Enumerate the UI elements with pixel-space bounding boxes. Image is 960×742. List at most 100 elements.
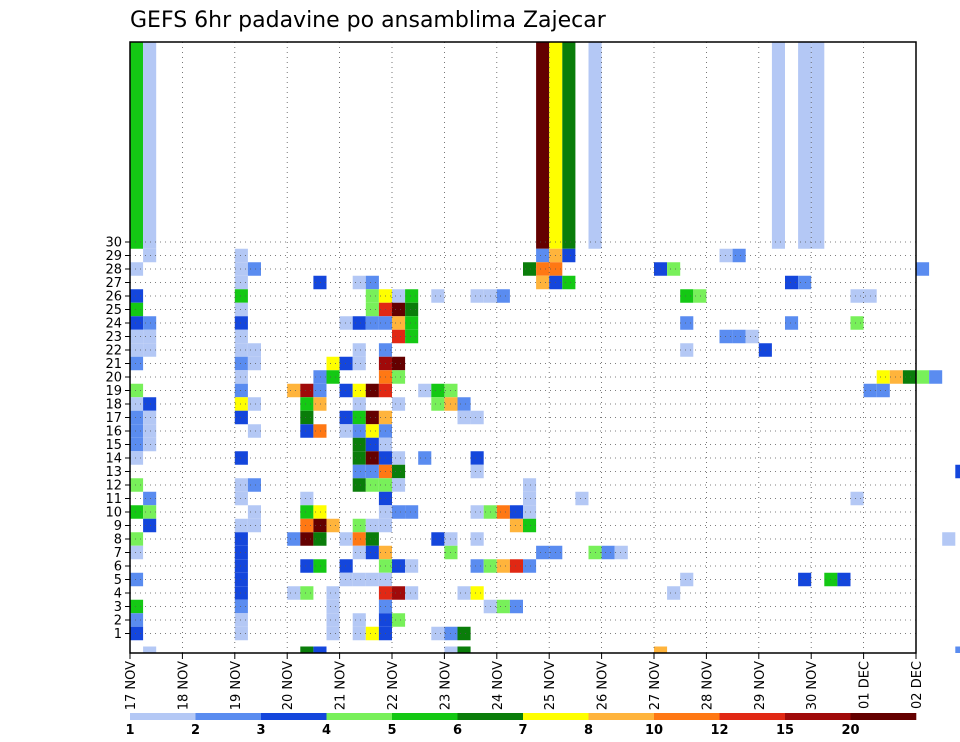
heatmap-cell [365,410,379,425]
heatmap-cell [444,646,458,653]
heatmap-cell [234,626,248,641]
y-tick-label: 14 [105,452,122,467]
heatmap-cell [418,451,432,465]
heatmap-cell [365,545,379,560]
heatmap-cell [392,397,406,411]
heatmap-cell [365,316,379,330]
heatmap-cell [365,289,379,303]
heatmap-cell [392,316,406,330]
heatmap-cell [130,289,144,303]
heatmap-cell [365,437,379,452]
heatmap-cell [234,559,248,573]
heatmap-cell [247,343,261,357]
heatmap-cell [326,613,340,627]
heatmap-cell [575,491,589,506]
x-tick-label: 25 NOV [543,661,558,710]
heatmap-cell [536,42,550,249]
heatmap-cell [234,586,248,600]
heatmap-cell [392,464,406,479]
heatmap-cell [392,478,406,492]
x-tick-label: 29 NOV [753,661,768,710]
heatmap-cell [470,451,484,465]
heatmap-cell [392,370,406,384]
colorbar-swatch [523,713,589,720]
heatmap-cell [457,397,471,411]
heatmap-cell [352,397,366,411]
heatmap-cell [405,559,419,573]
heatmap-cell [234,289,248,303]
heatmap-cell [143,424,157,438]
heatmap-cell [326,518,340,533]
colorbar-label: 7 [518,723,527,738]
colorbar-label: 2 [191,723,200,738]
heatmap-cell [523,559,537,573]
heatmap-cell [313,518,327,533]
heatmap-cell [300,505,314,519]
x-tick-label: 17 NOV [124,661,139,710]
colorbar-swatch [654,713,720,720]
y-tick-label: 8 [114,533,122,548]
colorbar-swatch [392,713,458,720]
heatmap-cell [680,289,694,303]
heatmap-cell [496,505,510,519]
y-tick-label: 29 [105,249,122,264]
heatmap-cell [234,532,248,546]
heatmap-cell [313,275,327,290]
heatmap-cell [339,316,353,330]
heatmap-cell [130,356,144,371]
heatmap-cell [955,464,960,479]
heatmap-cell [405,505,419,519]
heatmap-cell [392,559,406,573]
x-tick-label: 21 NOV [334,661,349,710]
y-tick-label: 2 [114,614,122,629]
heatmap-cell [876,383,890,398]
x-tick-label: 26 NOV [596,661,611,710]
heatmap-cell [300,491,314,506]
heatmap-cell [392,451,406,465]
heatmap-cell [470,505,484,519]
heatmap-cell [392,289,406,303]
y-tick-label: 20 [105,371,122,386]
heatmap-cell [405,316,419,330]
heatmap-cell [234,491,248,506]
heatmap-cell [365,424,379,438]
heatmap-cell [339,532,353,546]
heatmap-cell [365,478,379,492]
heatmap-cell [326,370,340,384]
heatmap-cell [929,370,943,384]
y-tick-label: 28 [105,263,122,278]
heatmap-cell [234,518,248,533]
heatmap-cell [365,383,379,398]
heatmap-cell [431,532,445,546]
heatmap-cell [130,572,144,587]
heatmap-cell [405,302,419,317]
y-tick-label: 7 [114,546,122,561]
heatmap-cell [300,518,314,533]
y-tick-label: 11 [105,492,122,507]
heatmap-cell [889,370,903,384]
heatmap-cell [365,302,379,317]
heatmap-cell [549,42,563,249]
colorbar-swatch [457,713,524,720]
heatmap-cell [143,518,157,533]
heatmap-cell [667,586,681,600]
y-axis: 1234567891011121314151617181920212223242… [105,236,130,642]
heatmap-cell [352,356,366,371]
heatmap-cell [352,518,366,533]
heatmap-cell [247,478,261,492]
heatmap-cell [143,329,157,344]
heatmap-cell [352,383,366,398]
heatmap-cell [365,626,379,641]
heatmap-cell [352,626,366,641]
y-tick-label: 24 [105,317,122,332]
heatmap-cell [143,437,157,452]
heatmap-cell [902,370,916,384]
heatmap-cell [365,532,379,546]
heatmap-cell [130,478,144,492]
heatmap-cell [523,478,537,492]
heatmap-cell [732,248,746,263]
heatmap-cell [143,42,157,249]
heatmap-cell [130,424,144,438]
heatmap-cell [313,424,327,438]
heatmap-cell [130,545,144,560]
